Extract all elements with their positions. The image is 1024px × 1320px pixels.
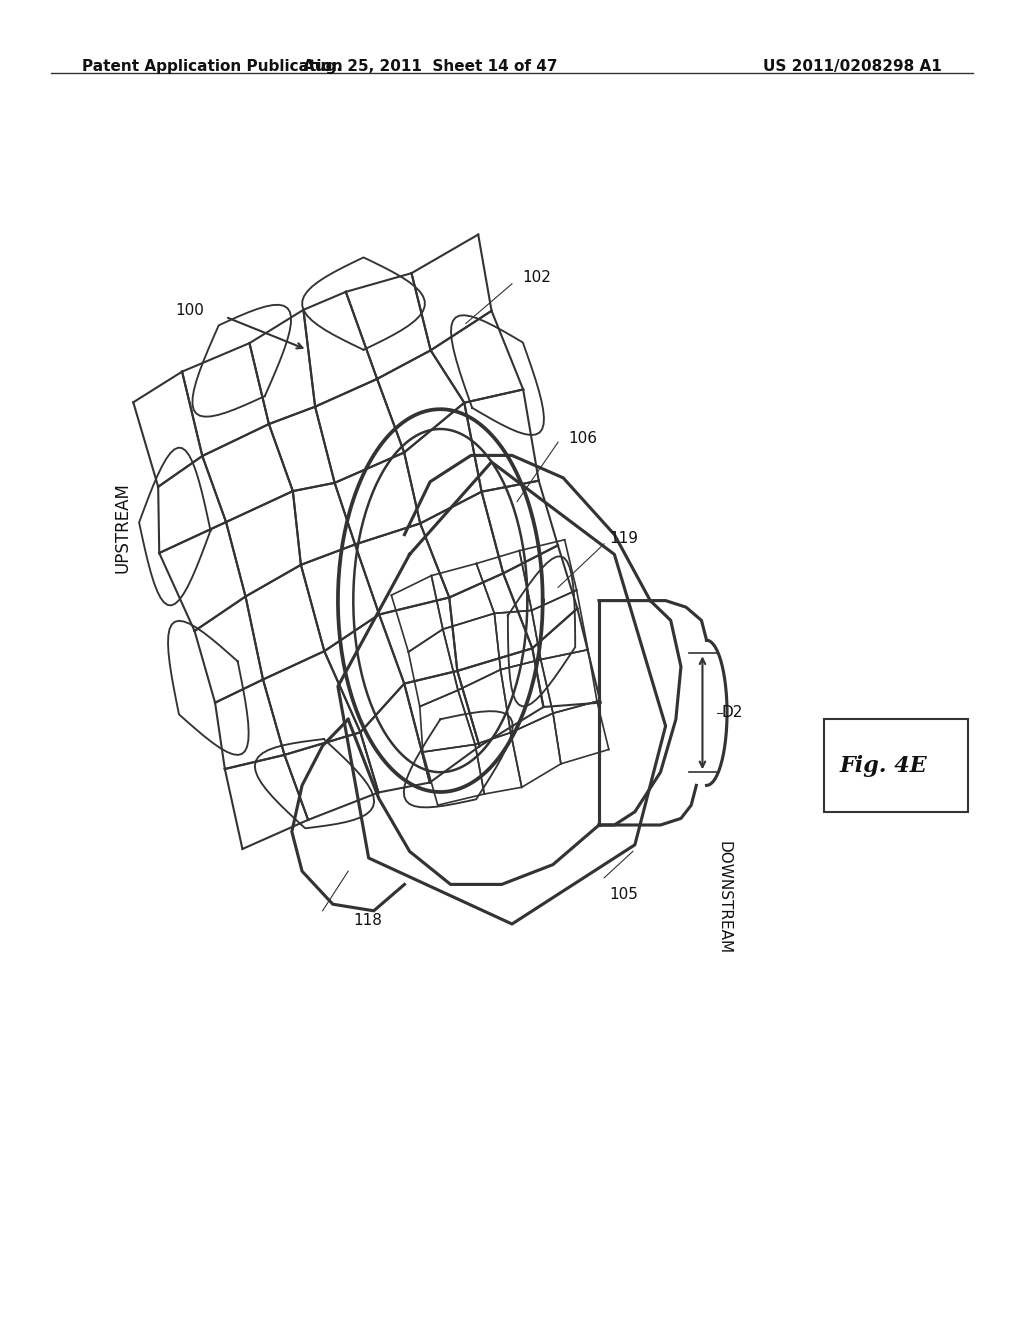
Text: 119: 119 xyxy=(609,531,638,546)
Text: Patent Application Publication: Patent Application Publication xyxy=(82,59,343,74)
Text: US 2011/0208298 A1: US 2011/0208298 A1 xyxy=(763,59,942,74)
Text: 100: 100 xyxy=(175,302,204,318)
Text: 105: 105 xyxy=(609,887,638,902)
Text: 102: 102 xyxy=(522,269,551,285)
Text: D2: D2 xyxy=(722,705,743,721)
Text: 106: 106 xyxy=(568,430,597,446)
Text: 118: 118 xyxy=(353,913,382,928)
Text: Fig. 4E: Fig. 4E xyxy=(840,755,928,776)
Text: UPSTREAM: UPSTREAM xyxy=(114,483,132,573)
Text: Aug. 25, 2011  Sheet 14 of 47: Aug. 25, 2011 Sheet 14 of 47 xyxy=(303,59,557,74)
Text: DOWNSTREAM: DOWNSTREAM xyxy=(717,841,732,954)
